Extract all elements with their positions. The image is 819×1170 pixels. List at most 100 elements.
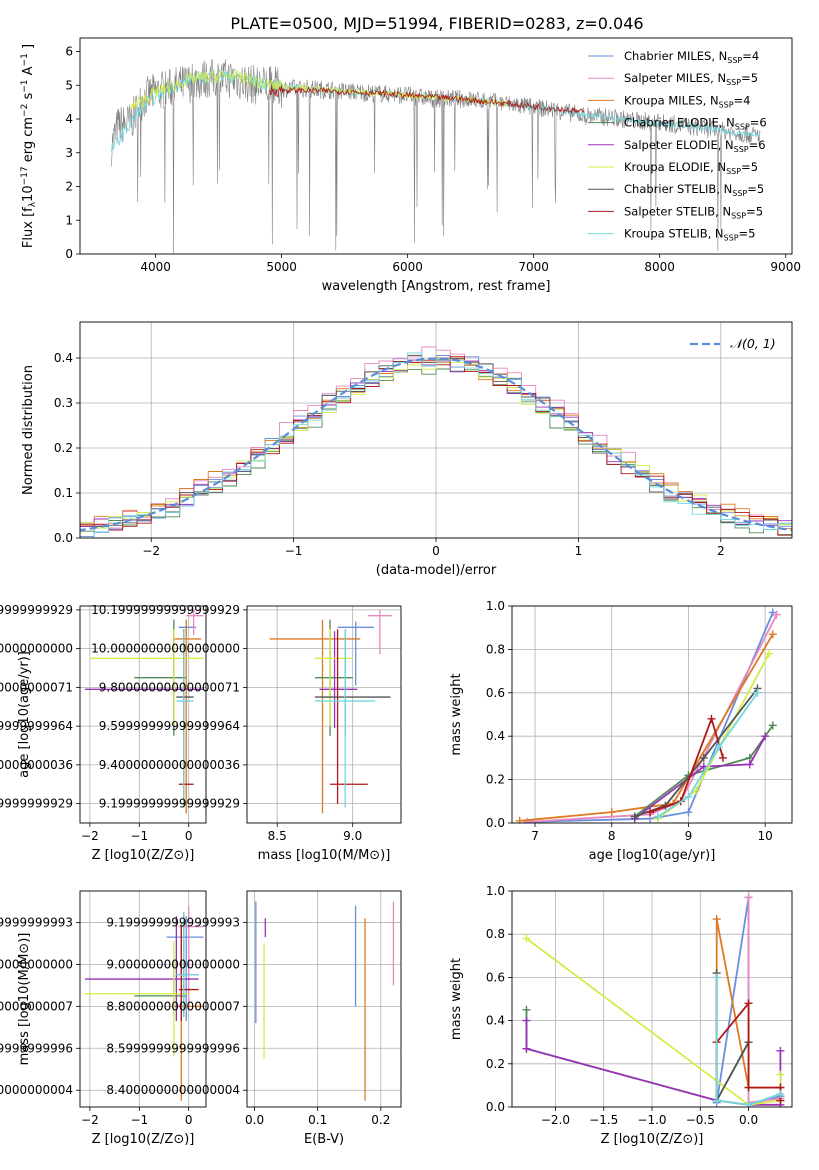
legend-label-SalpeterMILES: Salpeter MILES, NSSP=5	[624, 71, 758, 87]
weight-marker-ChabrierMILES	[684, 808, 693, 817]
y-axis-label: Normed distribution	[21, 365, 36, 495]
axes-frame	[246, 890, 402, 1108]
weight-marker-KroupaMILES	[515, 816, 524, 823]
y-tick-label: 0.2	[54, 441, 73, 455]
x-tick-label: −2	[81, 829, 99, 843]
weight-marker-ChabrierSTELIB	[699, 753, 708, 762]
y-tick-label: 10.00000000000000000	[0, 642, 73, 656]
plot-area	[255, 901, 395, 1101]
y-tick-label: 0.2	[486, 1057, 505, 1071]
weight-line-ChabrierELODIE	[525, 1009, 750, 1102]
y-tick-label: 6	[65, 45, 73, 59]
y-tick-label: 1.0	[486, 599, 505, 613]
legend-label-KroupaSTELIB: Kroupa STELIB, NSSP=5	[624, 227, 755, 243]
weight-marker-KroupaELODIE	[764, 649, 773, 658]
plot-area	[84, 905, 204, 1101]
y-tick-label: 0.6	[486, 686, 505, 700]
y-tick-label: 8.4000000000000004	[0, 1083, 73, 1097]
y-tick-label: 9.40000000000000036	[0, 758, 73, 772]
y-tick-label: 9.1999999999999993	[0, 915, 73, 929]
x-tick-label: 8.5	[268, 829, 287, 843]
weight-line-SalpeterSTELIB	[649, 715, 724, 813]
panels: 4000 5000 6000 7000 8000 90000123456wavelengt…	[0, 37, 801, 1147]
weight-marker-ChabrierSTELIB	[630, 812, 639, 821]
axes-frame	[79, 605, 207, 824]
x-axis-label: E(B-V)	[304, 1132, 344, 1147]
y-axis-label: mass weight	[449, 673, 464, 755]
y-tick-label: 0.8	[486, 642, 505, 656]
weight-marker-KroupaMILES	[768, 630, 777, 639]
x-tick-label: 0.2	[371, 1113, 390, 1127]
y-tick-label: 9.0000000000000000	[106, 957, 240, 971]
histogram-KroupaSTELIB	[80, 352, 792, 538]
spectrum-series-KroupaELODIE	[130, 68, 509, 110]
plot-area	[80, 346, 792, 538]
x-tick-label: 6000	[392, 260, 423, 274]
axes-frame	[246, 605, 402, 824]
y-tick-label: 0.4	[486, 729, 505, 743]
x-tick-label: 7000	[518, 260, 549, 274]
panel-mass_weight_vs_age: 7 8 9 10 0.0 0.2 0.4 0.6 0.8 1.0 age [log10(age/yr…	[449, 599, 793, 863]
axes-frame	[511, 605, 793, 824]
y-tick-label: 10.19999999999999929	[91, 603, 240, 617]
x-tick-label: 7	[531, 829, 539, 843]
weight-line-KroupaSTELIB	[715, 977, 781, 1106]
legend-label-KroupaMILES: Kroupa MILES, NSSP=4	[624, 93, 750, 109]
x-axis-label: wavelength [Angstrom, rest frame]	[322, 279, 551, 294]
weight-marker-SalpeterMILES	[744, 893, 753, 902]
x-tick-label: 2	[717, 544, 725, 558]
weight-marker-KroupaMILES	[712, 915, 721, 924]
y-tick-label: 9.80000000000000071	[99, 680, 240, 694]
plot-area	[522, 893, 785, 1107]
y-tick-label: 8.4000000000000004	[106, 1083, 240, 1097]
y-tick-label: 9.59999999999999964	[99, 719, 240, 733]
plot-area	[515, 608, 781, 823]
weight-line-ChabrierMILES	[527, 612, 774, 823]
x-tick-label: −1.5	[589, 1113, 618, 1127]
weight-marker-SalpeterSTELIB	[744, 999, 753, 1008]
x-tick-label: 0	[432, 544, 440, 558]
y-tick-label: 0.8	[486, 927, 505, 941]
legend-label-KroupaELODIE: Kroupa ELODIE, NSSP=5	[624, 160, 758, 176]
weight-marker-KroupaELODIE	[776, 1070, 785, 1079]
panel-age_vs_mass: 8.5 9.0 9.19999999999999929 9.4000000000000…	[91, 603, 402, 863]
weight-marker-ChabrierELODIE	[522, 1005, 531, 1014]
panel-age_vs_Z: −2 −1 0 9.19999999999999929 9.40000000000000…	[0, 603, 207, 863]
axes-frame	[79, 37, 793, 255]
x-tick-label: 9	[685, 829, 693, 843]
x-tick-label: 0.0	[245, 1113, 264, 1127]
weight-marker-SalpeterELODIE	[761, 732, 770, 741]
x-tick-label: 0.0	[739, 1113, 758, 1127]
y-tick-label: 9.40000000000000036	[99, 758, 240, 772]
y-tick-label: 0.3	[54, 396, 73, 410]
x-tick-label: 0.1	[308, 1113, 327, 1127]
weight-marker-SalpeterELODIE	[522, 1044, 531, 1053]
y-tick-label: 8.5999999999999996	[106, 1041, 240, 1055]
y-tick-label: 0.0	[486, 1100, 505, 1114]
x-axis-label: age [log10(age/yr)]	[589, 848, 716, 863]
x-tick-label: 1	[575, 544, 583, 558]
y-tick-label: 9.59999999999999964	[0, 719, 73, 733]
x-tick-label: −1	[130, 1113, 148, 1127]
weight-line-KroupaELODIE	[525, 937, 782, 1106]
spectrum-series-SalpeterSTELIB	[268, 85, 585, 115]
panel-spectrum: 4000 5000 6000 7000 8000 9000 0 1 2 3 4 5 6 wavelengt…	[20, 37, 801, 294]
weight-line-ChabrierSTELIB	[634, 687, 759, 818]
x-tick-label: −1.0	[637, 1113, 666, 1127]
x-tick-label: 4000	[140, 260, 171, 274]
y-tick-label: 4	[65, 112, 73, 126]
x-tick-label: 0	[185, 829, 193, 843]
x-tick-label: 9000	[770, 260, 801, 274]
weight-marker-SalpeterELODIE	[745, 760, 754, 769]
weight-marker-SalpeterMILES	[772, 610, 781, 619]
y-tick-label: 5	[65, 78, 73, 92]
y-tick-label: 9.19999999999999929	[0, 797, 73, 811]
y-tick-label: 10.19999999999999929	[0, 603, 73, 617]
figure-title: PLATE=0500, MJD=51994, FIBERID=0283, z=0…	[230, 14, 643, 33]
weight-line-SalpeterELODIE	[634, 735, 766, 820]
weight-marker-ChabrierELODIE	[768, 721, 777, 730]
weight-marker-KroupaSTELIB	[653, 812, 662, 821]
y-tick-label: 9.0000000000000000	[0, 957, 73, 971]
weight-marker-KroupaSTELIB	[753, 688, 762, 697]
x-tick-label: −1	[130, 829, 148, 843]
